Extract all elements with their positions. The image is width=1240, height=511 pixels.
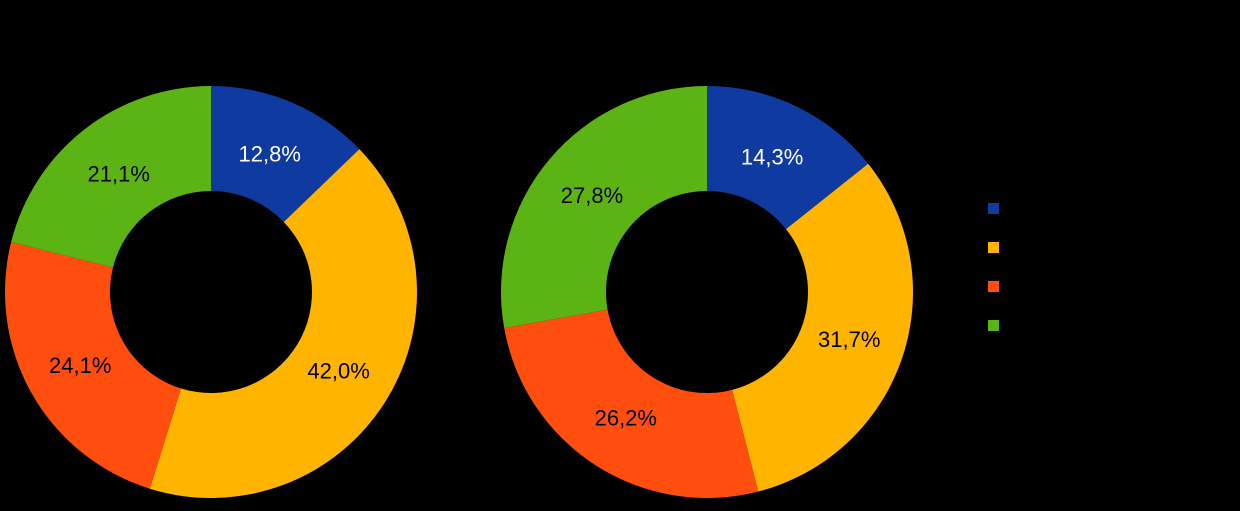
donut-left-data-label-2: 42,0% (307, 358, 369, 383)
donut-left-slice-2 (149, 149, 417, 498)
donut-right-slice-1 (707, 86, 869, 230)
donut-right-data-label-3: 26,2% (595, 406, 657, 431)
donut-left-data-label-1: 12,8% (239, 142, 301, 167)
donut-right: 14,3% 31,7% 26,2% 27,8% (501, 86, 913, 499)
donut-left-slice-3 (4, 242, 182, 489)
donut-right-slice-4 (501, 86, 707, 329)
donut-left-slice-4 (11, 86, 212, 268)
donut-left-data-label-4: 21,1% (88, 161, 150, 186)
donut-right-slice-3 (504, 309, 759, 499)
donut-left-data-label-3: 24,1% (49, 353, 111, 378)
donut-right-data-label-1: 14,3% (741, 144, 803, 169)
donut-left-slice-1 (211, 86, 360, 222)
donut-right-data-label-2: 31,7% (818, 327, 880, 352)
donut-right-data-label-4: 27,8% (561, 183, 623, 208)
donut-left: 12,8% 42,0% 24,1% 21,1% (4, 86, 417, 498)
donut-right-slice-2 (732, 163, 913, 492)
